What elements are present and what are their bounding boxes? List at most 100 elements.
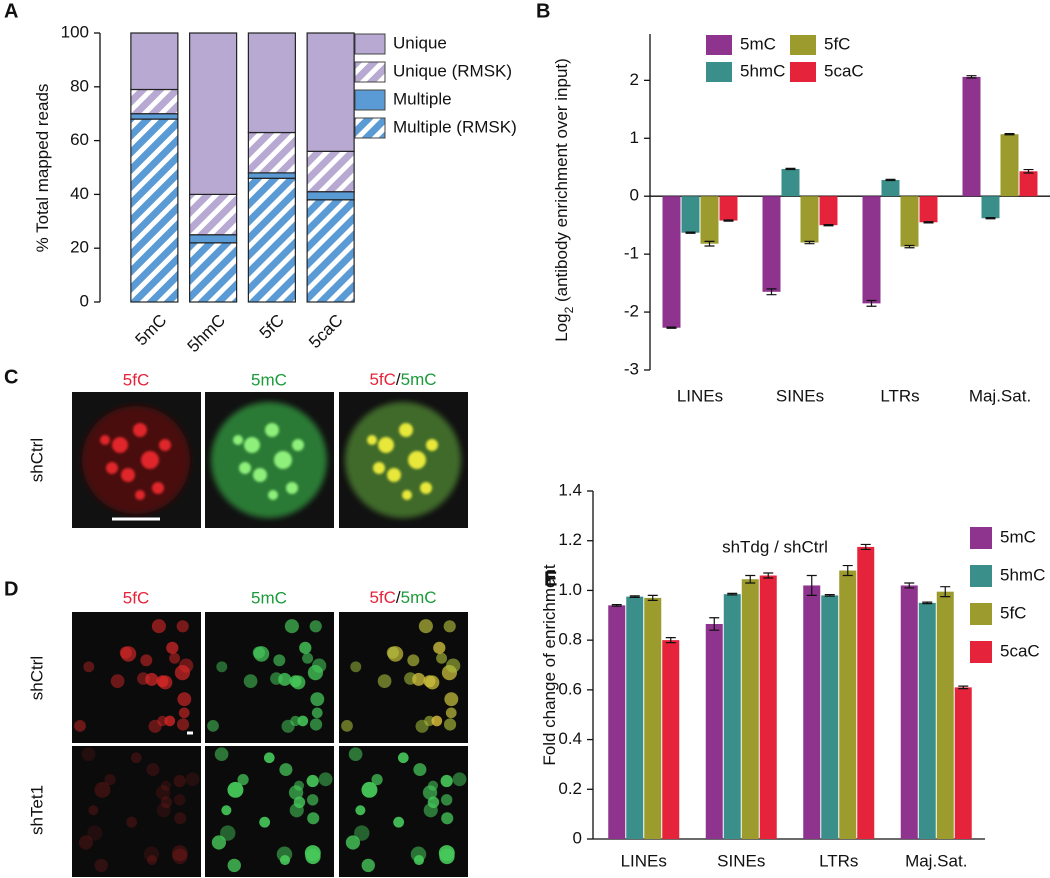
legend-label: 5mC bbox=[740, 34, 776, 53]
legend-swatch bbox=[970, 565, 992, 587]
cell bbox=[309, 620, 322, 633]
cell bbox=[78, 835, 94, 850]
cell bbox=[145, 672, 159, 686]
cell bbox=[355, 805, 366, 816]
cell bbox=[311, 707, 323, 719]
error-bar bbox=[766, 288, 777, 296]
error-bar bbox=[685, 231, 696, 234]
y-tick-label: 1.2 bbox=[558, 530, 582, 549]
row-label: shCtrl bbox=[27, 656, 46, 700]
cell bbox=[425, 675, 440, 690]
legend-label: Multiple (RMSK) bbox=[393, 117, 517, 136]
micrograph bbox=[205, 392, 334, 528]
x-tick-label: SINEs bbox=[776, 386, 824, 405]
error-bar bbox=[806, 574, 817, 596]
bar bbox=[644, 597, 662, 839]
y-tick-label: 100 bbox=[61, 22, 89, 41]
bar-segment bbox=[306, 150, 355, 193]
cell bbox=[130, 752, 142, 764]
cell bbox=[371, 773, 383, 786]
bar-segment bbox=[247, 172, 296, 179]
cell bbox=[312, 658, 327, 673]
cell bbox=[273, 654, 286, 667]
cell bbox=[172, 848, 188, 865]
cell bbox=[413, 763, 427, 777]
error-bar bbox=[985, 217, 996, 220]
x-tick-label: LTRs bbox=[819, 851, 858, 870]
bar bbox=[918, 602, 936, 839]
column-label: 5fC bbox=[123, 370, 149, 389]
cell bbox=[126, 816, 138, 828]
cell bbox=[304, 845, 321, 862]
cell bbox=[221, 805, 232, 816]
cell bbox=[174, 665, 191, 681]
label-part: 5mC bbox=[401, 588, 437, 607]
y-tick-label: 1 bbox=[630, 128, 639, 147]
cell bbox=[309, 718, 323, 731]
cell bbox=[143, 846, 160, 863]
cell bbox=[169, 652, 181, 664]
label-part: 5mC bbox=[401, 370, 437, 389]
cell bbox=[377, 674, 392, 688]
cell bbox=[307, 812, 320, 825]
cell bbox=[227, 858, 241, 873]
cell bbox=[306, 794, 319, 806]
cell bbox=[310, 692, 325, 707]
cell bbox=[431, 715, 443, 727]
x-tick-label: 5caC bbox=[305, 311, 346, 352]
x-tick-label: LINEs bbox=[621, 851, 667, 870]
cell bbox=[440, 794, 453, 806]
micrograph bbox=[339, 392, 468, 528]
y-axis-label-part: % Total mapped reads bbox=[33, 84, 52, 253]
y-tick-label: 40 bbox=[70, 184, 89, 203]
bar-segment bbox=[247, 32, 296, 134]
legend-swatch bbox=[790, 62, 816, 82]
error-bar bbox=[1023, 168, 1034, 174]
cell bbox=[179, 658, 194, 673]
cell bbox=[220, 825, 236, 841]
cell bbox=[415, 719, 429, 733]
bar bbox=[759, 575, 777, 839]
legend-label: 5fC bbox=[1000, 603, 1026, 622]
x-tick-label: 5hmC bbox=[184, 311, 230, 357]
cell bbox=[148, 719, 162, 733]
error-bar bbox=[940, 586, 951, 598]
cell bbox=[299, 641, 312, 654]
cell bbox=[87, 825, 103, 841]
error-bar bbox=[922, 601, 933, 605]
error-bar bbox=[727, 592, 738, 596]
y-axis-label-part: Log bbox=[552, 313, 571, 341]
cell bbox=[446, 658, 461, 673]
label-part: / bbox=[396, 588, 401, 607]
cell bbox=[306, 774, 319, 788]
bar bbox=[857, 546, 875, 839]
bar-segment bbox=[130, 113, 179, 120]
column-label: 5fC/5mC bbox=[369, 588, 436, 607]
cell bbox=[279, 763, 293, 777]
y-axis-label: Log2 (antibody enrichment over input) bbox=[552, 58, 576, 342]
cell bbox=[166, 641, 179, 654]
cell bbox=[350, 661, 362, 673]
cell bbox=[444, 692, 459, 707]
cell bbox=[171, 845, 188, 862]
bar bbox=[1019, 171, 1038, 197]
cell bbox=[160, 780, 172, 791]
cell bbox=[433, 641, 446, 654]
legend-label: 5fC bbox=[824, 34, 850, 53]
error-bar bbox=[923, 221, 934, 224]
bar bbox=[862, 196, 881, 304]
legend-swatch bbox=[706, 62, 732, 82]
cell bbox=[297, 715, 309, 727]
cell bbox=[410, 846, 427, 863]
cell bbox=[146, 763, 160, 777]
error-bar bbox=[611, 603, 622, 607]
error-bar bbox=[704, 240, 715, 247]
bar bbox=[839, 570, 857, 839]
panel-letter: C bbox=[4, 366, 18, 388]
cell bbox=[207, 720, 219, 732]
error-bar bbox=[866, 299, 877, 307]
column-label: 5mC bbox=[251, 588, 287, 607]
y-tick-label: 0 bbox=[630, 186, 639, 205]
error-bar bbox=[885, 178, 896, 182]
cell bbox=[345, 835, 361, 850]
